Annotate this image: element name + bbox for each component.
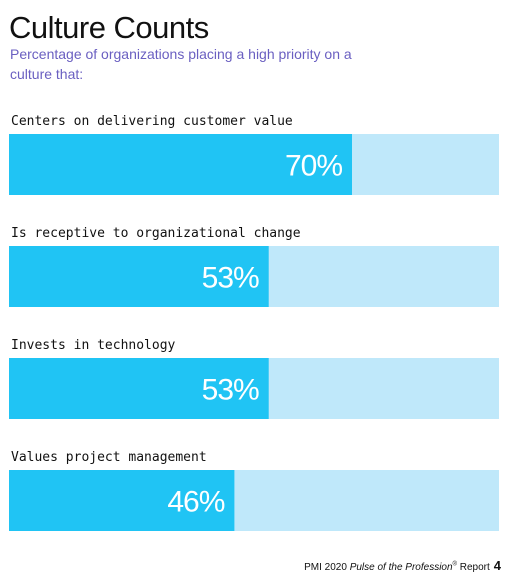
bar [9,470,235,531]
footer-registered-mark: ® [452,561,457,568]
page-number: 4 [493,558,501,573]
bar-value-label: 53% [202,374,259,407]
bar-label: Invests in technology [11,338,176,353]
page-footer: PMI 2020 Pulse of the Profession® Report… [304,558,501,573]
bar-value-label: 53% [202,262,259,295]
chart-title: Culture Counts [9,10,209,45]
bar-value-label: 70% [285,150,342,183]
chart-subtitle: Percentage of organizations placing a hi… [10,46,352,82]
bar [9,246,269,307]
bar-value-label: 46% [167,486,224,519]
bar-label: Values project management [11,450,207,465]
footer-prefix: PMI 2020 [304,562,350,573]
bar-label: Centers on delivering customer value [11,114,293,129]
bar [9,134,352,195]
footer-publication: Pulse of the Profession [349,562,453,573]
bar [9,358,269,419]
bar-label: Is receptive to organizational change [11,226,301,241]
footer-suffix: Report [456,562,490,573]
